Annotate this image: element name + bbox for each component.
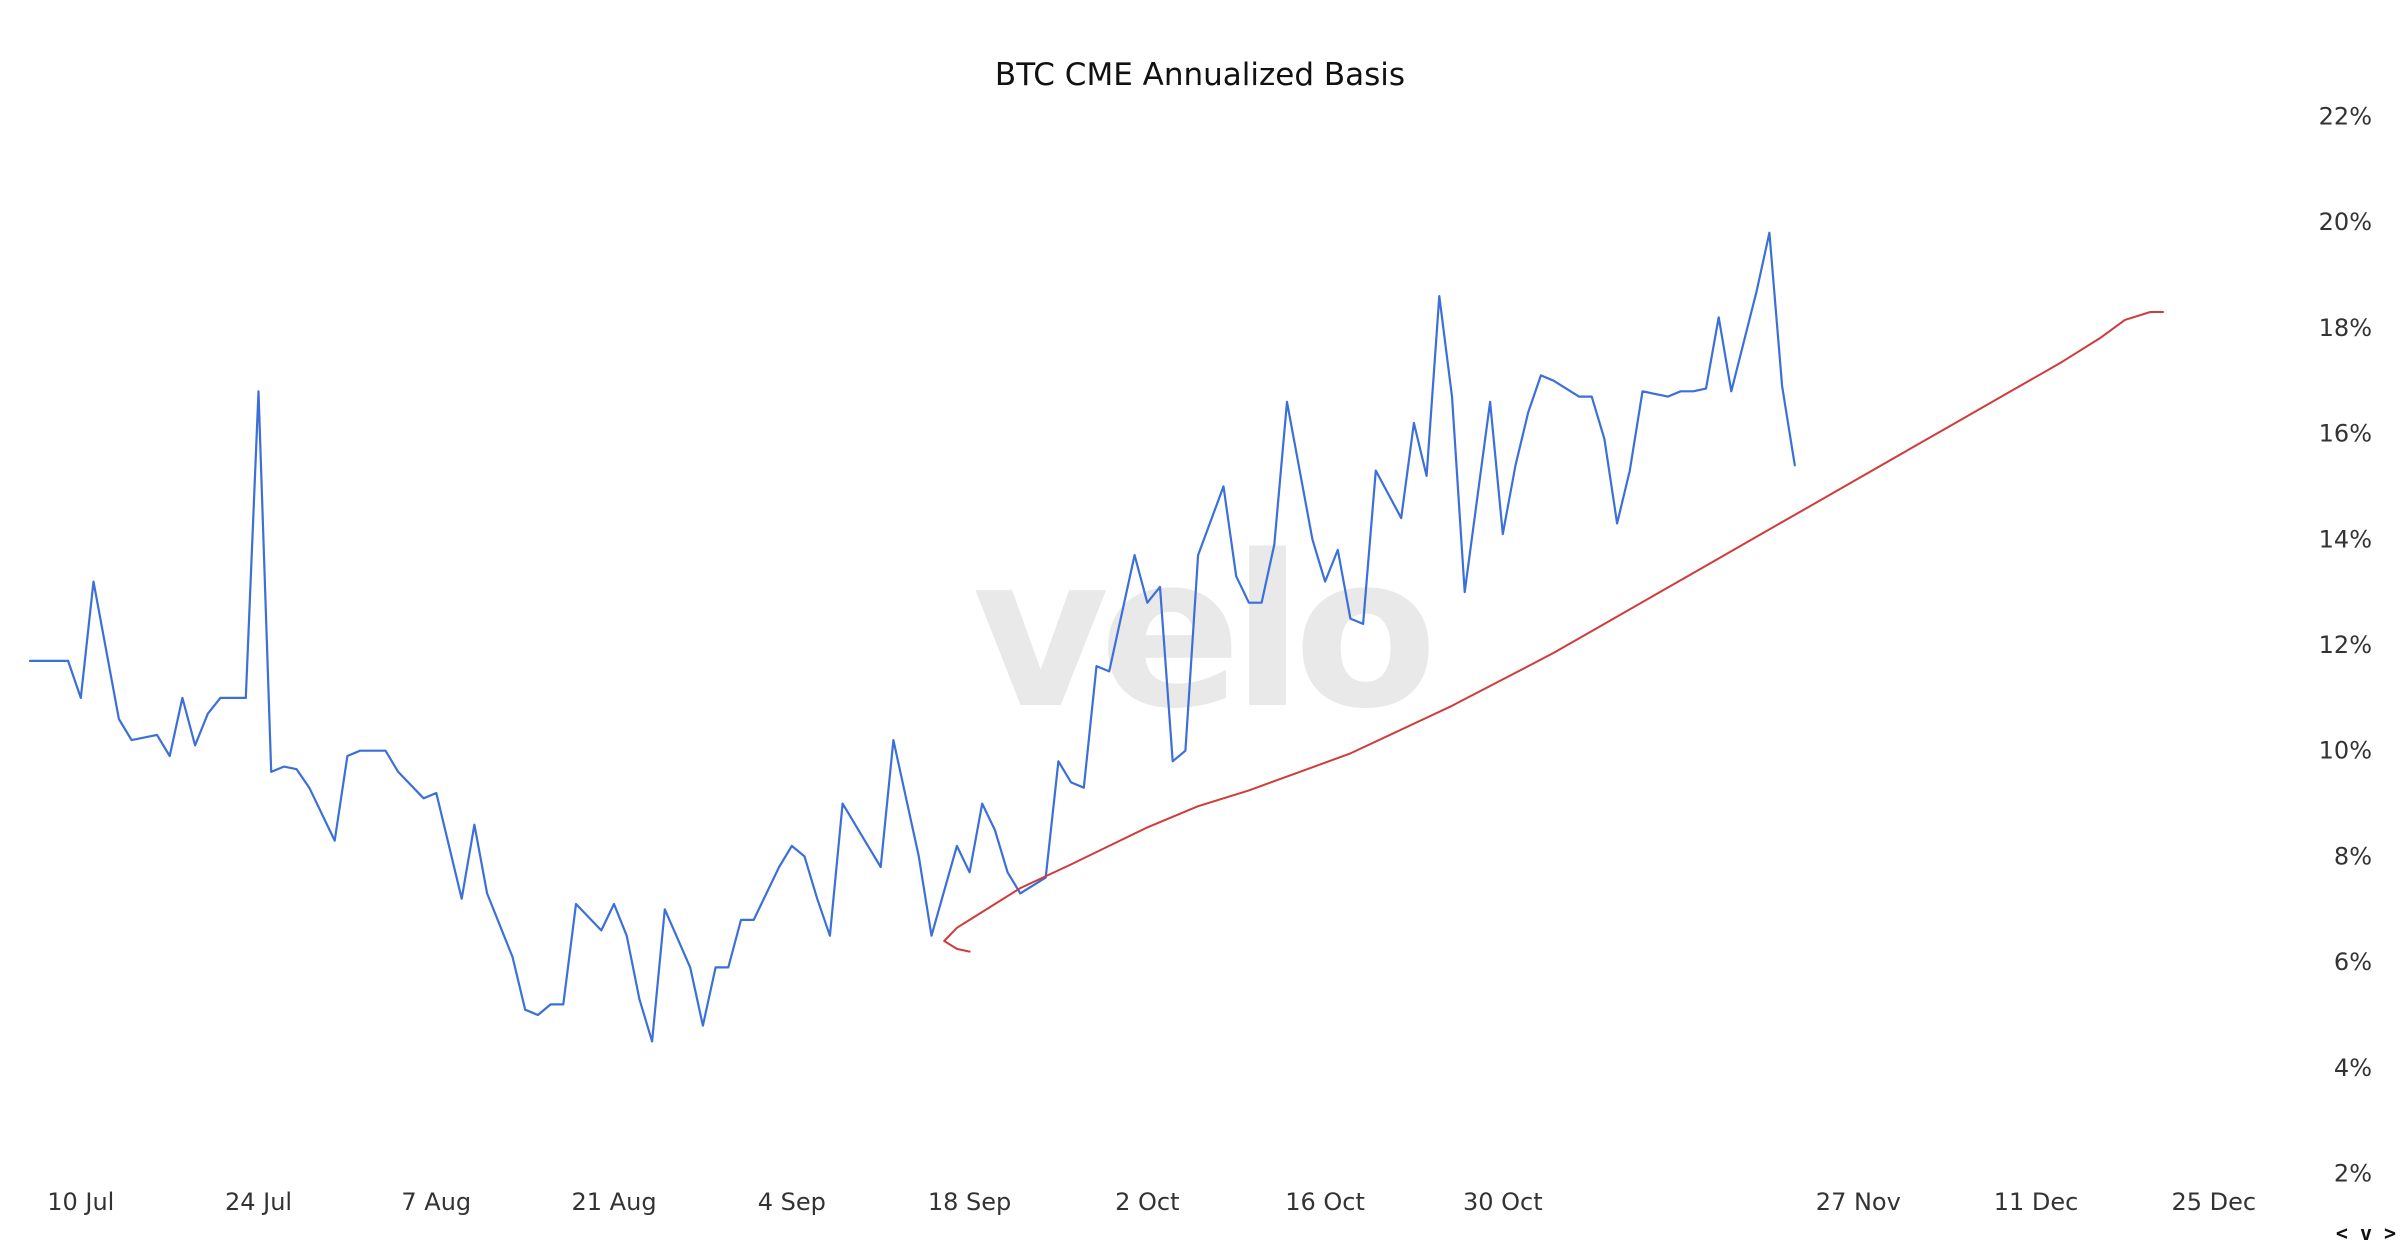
x-tick-label: 11 Dec [1994, 1188, 2079, 1216]
basis-series-line [28, 231, 1796, 1043]
x-tick-label: 30 Oct [1463, 1188, 1543, 1216]
y-tick-label: 4% [2334, 1054, 2372, 1082]
chart-nav-control[interactable]: < v > [2336, 1221, 2396, 1245]
x-tick-label: 25 Dec [2172, 1188, 2257, 1216]
x-tick-label: 2 Oct [1115, 1188, 1179, 1216]
y-tick-label: 2% [2334, 1160, 2372, 1188]
x-axis: 10 Jul 24 Jul 7 Aug 21 Aug 4 Sep 18 Sep 2 Oct 1… [47, 1188, 2256, 1216]
x-tick-label: 24 Jul [225, 1188, 292, 1216]
y-tick-label: 16% [2319, 420, 2372, 448]
y-tick-label: 20% [2319, 208, 2372, 236]
trend-series-line [943, 311, 2164, 953]
plot-area [28, 231, 2164, 1043]
x-tick-label: 16 Oct [1285, 1188, 1365, 1216]
x-tick-label: 27 Nov [1816, 1188, 1901, 1216]
x-tick-label: 10 Jul [47, 1188, 114, 1216]
y-tick-label: 8% [2334, 842, 2372, 870]
y-tick-label: 18% [2319, 314, 2372, 342]
y-tick-label: 22% [2319, 102, 2372, 130]
y-tick-label: 6% [2334, 948, 2372, 976]
y-tick-label: 12% [2319, 631, 2372, 659]
y-tick-label: 14% [2319, 525, 2372, 553]
y-axis: 2% 4% 6% 8% 10% 12% 14% 16% 18% 20% 22% [2319, 102, 2372, 1187]
x-tick-label: 21 Aug [572, 1188, 657, 1216]
x-tick-label: 18 Sep [928, 1188, 1011, 1216]
velo-watermark: velo [972, 510, 1429, 755]
y-tick-label: 10% [2319, 737, 2372, 765]
chart-title: BTC CME Annualized Basis [995, 57, 1405, 93]
x-tick-label: 4 Sep [758, 1188, 826, 1216]
x-tick-label: 7 Aug [401, 1188, 471, 1216]
